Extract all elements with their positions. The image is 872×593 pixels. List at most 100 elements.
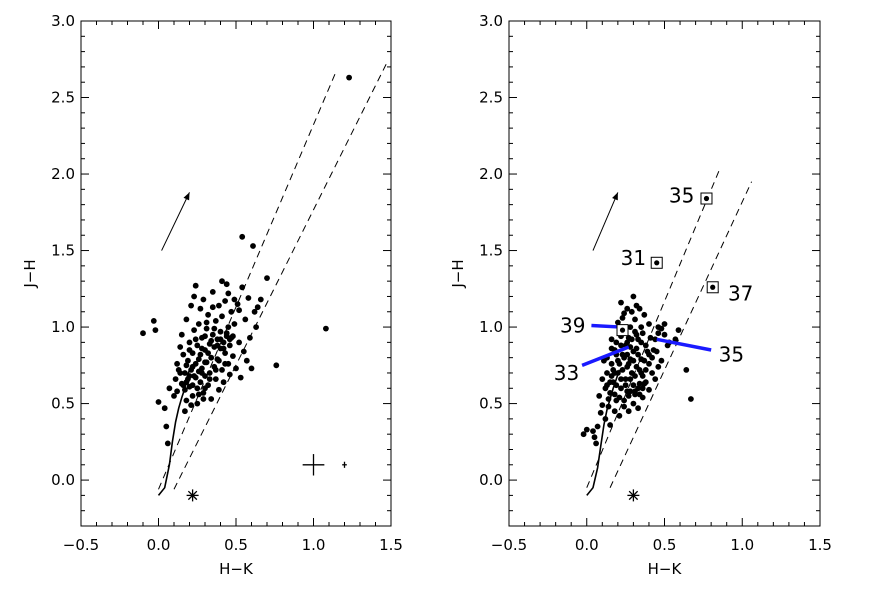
data-point: [627, 376, 634, 382]
data-point: [223, 330, 230, 337]
data-point: [632, 391, 638, 398]
boxed-source-point: [703, 195, 710, 202]
data-point: [639, 330, 646, 337]
data-point: [231, 296, 238, 303]
data-point: [150, 318, 157, 324]
y-tick-label: 0.5: [479, 395, 503, 413]
data-point: [642, 367, 649, 373]
data-point: [580, 431, 587, 438]
x-axis-title: H−K: [219, 560, 254, 578]
data-point: [655, 324, 662, 330]
boxed-source-point: [710, 284, 716, 290]
data-point: [646, 351, 652, 358]
data-point: [217, 328, 224, 335]
y-tick-label: 0.0: [51, 471, 75, 489]
data-point: [191, 293, 198, 300]
data-point: [200, 390, 207, 396]
data-point: [611, 370, 618, 376]
data-point: [613, 382, 620, 389]
data-point: [248, 365, 255, 372]
data-point: [608, 360, 615, 367]
x-tick-label: 0.0: [147, 536, 171, 554]
data-point: [220, 345, 227, 352]
dashed-line: [609, 181, 753, 488]
data-point: [220, 379, 227, 386]
data-point: [183, 397, 190, 404]
data-point: [195, 391, 202, 398]
right-panel: −0.5 0.0 0.5 1.0 1.5 0.0 0.5 1.0 1.5 2.0 2.5 3.0 H−K…: [449, 12, 832, 578]
data-point: [655, 330, 662, 337]
data-point: [619, 367, 626, 373]
data-point: [172, 376, 179, 382]
data-point: [182, 370, 188, 376]
data-point: [212, 376, 219, 382]
data-point: [225, 290, 232, 297]
data-point: [200, 296, 207, 303]
data-point: [222, 360, 229, 367]
x-tick-label: 1.0: [302, 536, 326, 554]
data-point: [242, 316, 249, 323]
y-tick-label: 0.0: [479, 471, 503, 489]
data-point: [226, 371, 233, 378]
data-point: [177, 344, 184, 350]
y-tick-label: 2.5: [51, 89, 75, 107]
data-point: [658, 357, 665, 364]
data-point: [209, 289, 216, 295]
data-point: [222, 298, 229, 304]
data-point: [622, 376, 629, 382]
y-tick-label: 2.0: [51, 165, 75, 183]
data-point: [646, 360, 652, 367]
data-point: [191, 327, 198, 333]
data-point: [638, 324, 645, 330]
data-point: [214, 342, 221, 349]
data-point: [257, 296, 264, 303]
plot-frame: [508, 20, 821, 527]
data-point: [247, 334, 253, 341]
data-point: [661, 321, 668, 327]
data-point: [161, 405, 168, 412]
data-point: [593, 440, 599, 447]
data-point: [602, 416, 609, 422]
data-point: [217, 336, 224, 343]
data-point: [621, 310, 627, 317]
data-point: [254, 304, 261, 311]
data-point: [226, 342, 233, 349]
data-point: [194, 385, 201, 392]
plot-frame: [80, 20, 392, 527]
data-point: [202, 333, 208, 340]
boxed-source-point: [619, 327, 626, 333]
x-tick-label: −0.5: [63, 536, 99, 554]
data-point: [216, 386, 222, 393]
data-point: [625, 408, 632, 415]
data-point: [613, 339, 620, 346]
reddening-arrow: [592, 192, 619, 251]
data-point: [591, 434, 598, 441]
data-point: [155, 399, 162, 405]
data-point: [152, 327, 159, 333]
data-point: [642, 342, 649, 349]
data-point: [188, 302, 195, 309]
y-tick-label: 3.0: [479, 12, 503, 30]
data-point: [635, 405, 641, 412]
data-point: [655, 363, 662, 370]
data-point: [611, 391, 618, 398]
data-point: [641, 357, 648, 364]
y-tick-label: 3.0: [51, 12, 75, 30]
data-point: [624, 305, 631, 312]
data-point: [208, 354, 215, 361]
data-point: [646, 386, 652, 393]
data-point: [183, 362, 190, 369]
data-point: [195, 321, 202, 327]
data-point: [583, 426, 590, 433]
data-point: [635, 385, 641, 392]
data-point: [174, 360, 181, 367]
y-axis-title: J−H: [449, 259, 467, 288]
asterisk-marker: [187, 490, 198, 501]
data-point: [194, 400, 201, 407]
arrow-head: [612, 192, 618, 201]
data-point: [633, 302, 640, 309]
data-point: [239, 233, 246, 240]
y-tick-label: 1.5: [51, 242, 75, 260]
data-point: [599, 376, 606, 382]
data-point: [638, 370, 645, 376]
